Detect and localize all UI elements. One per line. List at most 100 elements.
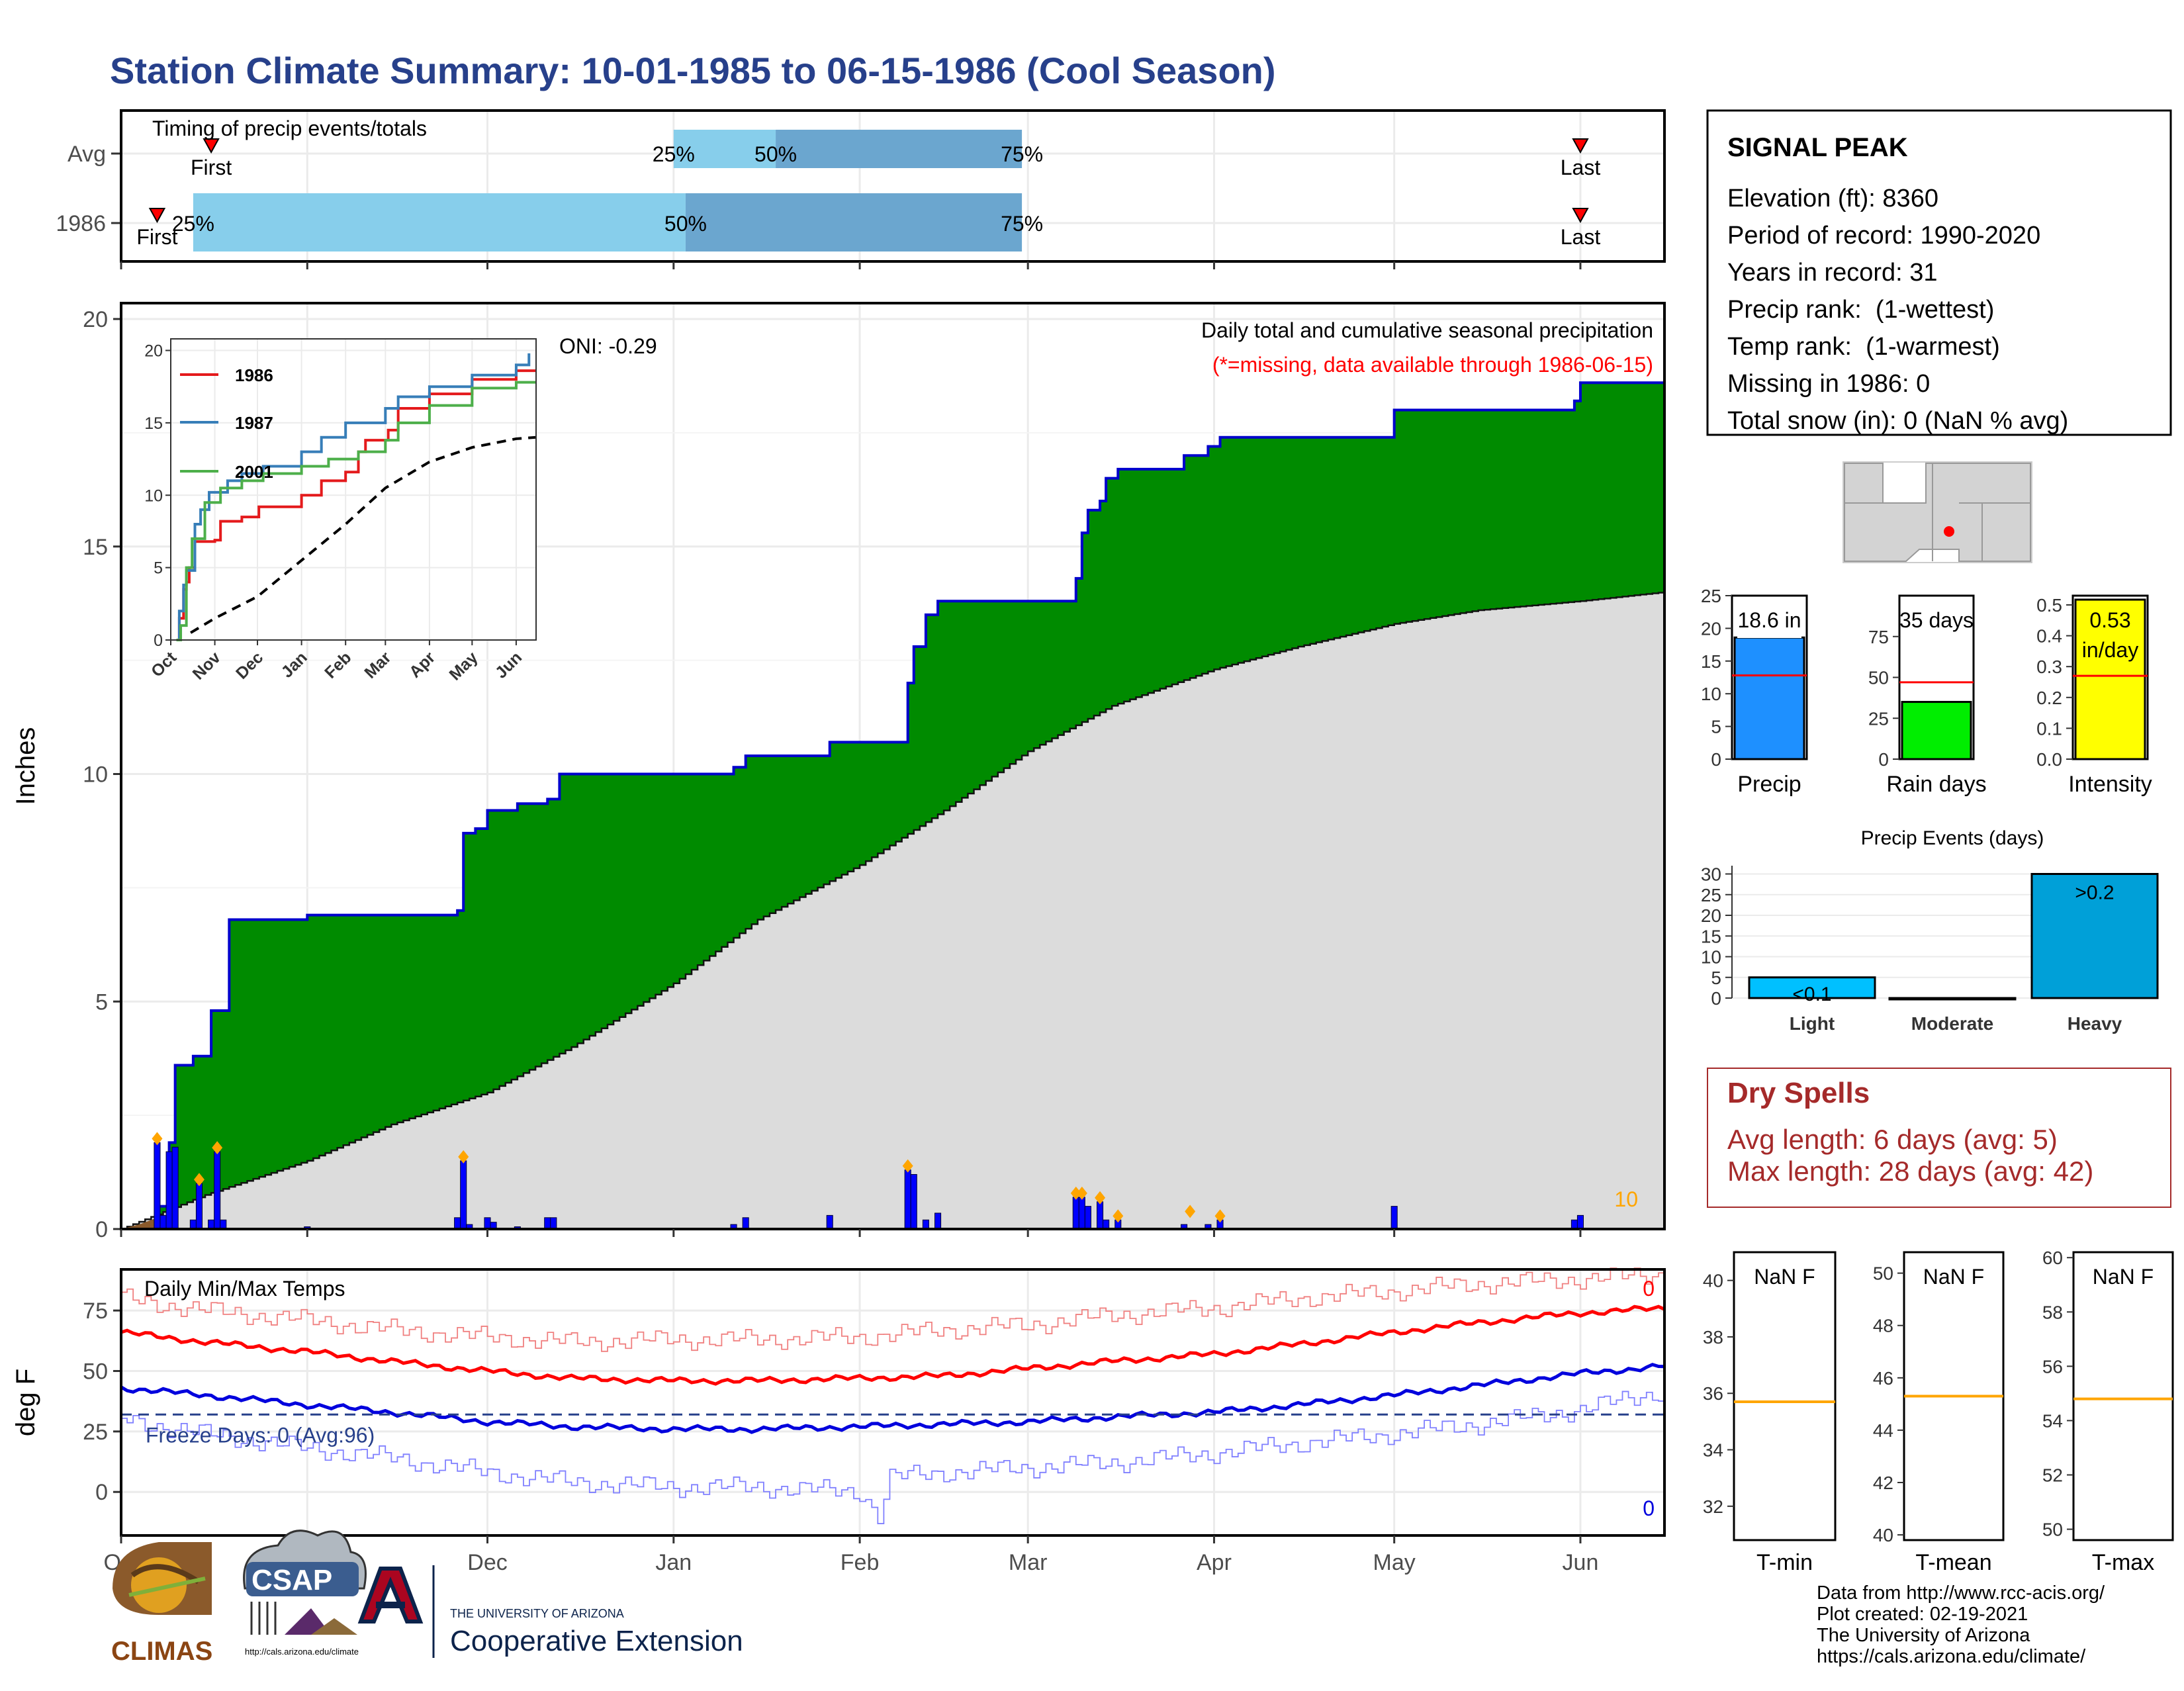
events-bar-heavy (2030, 873, 2159, 999)
stat-value-label: 18.6 in (1737, 608, 1801, 632)
tsum-frame-2 (2072, 1251, 2174, 1541)
month-label: Dec (467, 1550, 507, 1575)
events-bar-label: >0.2 (2075, 882, 2114, 904)
timing-bar-q2 (685, 193, 1023, 251)
daily-precip-bar (544, 1217, 551, 1230)
heavy-event-marker (212, 1141, 223, 1155)
timing-last-label: Last (1561, 156, 1601, 179)
temp-series-avg-min (120, 1363, 1665, 1434)
daily-precip-bar (1097, 1201, 1104, 1230)
timing-bar-q1 (193, 193, 686, 251)
precip-ytick-label: 5 (95, 989, 108, 1015)
daily-precip-bar (208, 1219, 215, 1230)
stat-ytick-label: 20 (1701, 618, 1721, 639)
dry-spells-title: Dry Spells (1727, 1077, 1870, 1109)
daily-precip-bar (910, 1174, 917, 1230)
tsum-category-label: T-min (1756, 1550, 1813, 1575)
tsum-ytick-label: 40 (1703, 1271, 1723, 1291)
tsum-ytick-label: 50 (1873, 1263, 1893, 1284)
month-label: Jan (655, 1550, 692, 1575)
stat-bar-precip (1733, 636, 1805, 760)
timing-first-marker (148, 208, 166, 224)
precip-ytick-label: 15 (83, 535, 108, 560)
stat-bar-intensity (2074, 598, 2146, 760)
stat-ytick-label: 15 (1701, 651, 1721, 672)
stat-ytick-label: 0 (1878, 749, 1889, 770)
daily-precip-bar (484, 1217, 491, 1230)
ua-logo: THE UNIVERSITY OF ARIZONA Cooperative Ex… (357, 1565, 743, 1658)
tsum-ytick-label: 44 (1873, 1420, 1893, 1441)
inset-ytick-label: 20 (144, 342, 163, 361)
daily-precip-bar (460, 1160, 467, 1230)
timing-p75-label: 75% (1001, 142, 1043, 166)
temp-ytick-label: 25 (83, 1420, 108, 1445)
credits-line-univ: The University of Arizona (1817, 1625, 2030, 1646)
station-location-dot (1944, 526, 1954, 537)
station-line-precip-rank: Precip rank: (1-wettest) (1727, 296, 1994, 324)
tsum-ytick-label: 60 (2042, 1248, 2063, 1268)
ua-logo-top: THE UNIVERSITY OF ARIZONA (450, 1607, 624, 1620)
heavy-event-marker (1185, 1205, 1196, 1218)
temp-bg (121, 1269, 1664, 1535)
temp-ylabel: deg F (11, 1369, 40, 1436)
timing-first-label: First (191, 156, 232, 179)
tsum-ytick-label: 34 (1703, 1440, 1723, 1461)
daily-precip-bar (454, 1217, 461, 1230)
inset-avg-line (190, 435, 537, 634)
tsum-ytick-label: 38 (1703, 1327, 1723, 1348)
heavy-event-marker (458, 1150, 469, 1164)
timing-frame (120, 109, 1666, 263)
timing-last-label: Last (1561, 225, 1601, 249)
dry-spells-box: Dry Spells Avg length: 6 days (avg: 5) M… (1707, 1068, 2171, 1208)
events-ytick-label: 15 (1701, 926, 1721, 946)
timing-first-label: First (136, 225, 177, 249)
inset-ytick-label: 0 (154, 631, 163, 650)
timing-bar-q1 (673, 130, 776, 168)
csap-logo: CSAP http://cals.arizona.edu/climate (243, 1530, 367, 1657)
inset-ytick-label: 5 (154, 559, 163, 578)
tsum-ytick-label: 36 (1703, 1383, 1723, 1404)
month-label: Apr (1197, 1550, 1232, 1575)
daily-precip-bar (1072, 1197, 1079, 1230)
temp-series-avg-max (120, 1304, 1666, 1386)
precip-ytick-label: 20 (83, 307, 108, 332)
tsum-ytick-label: 58 (2042, 1302, 2063, 1322)
cumulative-avg-area (121, 592, 1666, 1230)
station-line-snow: Total snow (in): 0 (NaN % avg) (1727, 407, 2068, 435)
events-ytick-label: 0 (1711, 988, 1721, 1009)
stat-value-label: in/day (2082, 638, 2138, 662)
freeze-days-label: Freeze Days: 0 (Avg:96) (146, 1423, 375, 1447)
daily-precip-bar (550, 1217, 557, 1230)
timing-title: Timing of precip events/totals (152, 116, 427, 140)
daily-precip-bar (1078, 1197, 1085, 1230)
precip-ytick-label: 10 (83, 762, 108, 788)
stat-ytick-label: 0.1 (2036, 718, 2062, 739)
tsum-category-label: T-mean (1915, 1550, 1991, 1575)
precip-ytick-label: 0 (95, 1217, 108, 1242)
timing-row-label: Avg (68, 142, 106, 167)
daily-precip-bar (922, 1219, 929, 1230)
timing-row-label: 1986 (56, 211, 106, 236)
timing-last-marker (1572, 138, 1589, 154)
tsum-value-label: NaN F (1923, 1265, 1984, 1289)
tsum-ytick-label: 52 (2042, 1465, 2063, 1486)
events-bar-label: <0.1 (1792, 983, 1831, 1005)
daily-precip-bar (220, 1219, 227, 1230)
precip-panel: 0 5 10 15 20 Inches 10 Daily total and cumulati… (11, 302, 1666, 1242)
stat-ytick-label: 25 (1868, 708, 1889, 729)
tsum-frame-0 (1733, 1251, 1837, 1541)
cumulative-deficit-area (121, 1217, 158, 1229)
daily-precip-bar (742, 1217, 749, 1230)
stat-ytick-label: 10 (1701, 684, 1721, 704)
tsum-value-label: NaN F (2093, 1265, 2154, 1289)
temp-series-record-max (121, 1267, 1665, 1352)
month-label: Jun (1563, 1550, 1599, 1575)
tsum-ytick-label: 32 (1703, 1496, 1723, 1517)
credits-line-created: Plot created: 02-19-2021 (1817, 1604, 2028, 1625)
timing-p25-label: 25% (653, 142, 695, 166)
events-bar-light (1748, 976, 1876, 999)
heavy-event-marker (193, 1173, 205, 1187)
events-category-label: Light (1790, 1013, 1835, 1034)
